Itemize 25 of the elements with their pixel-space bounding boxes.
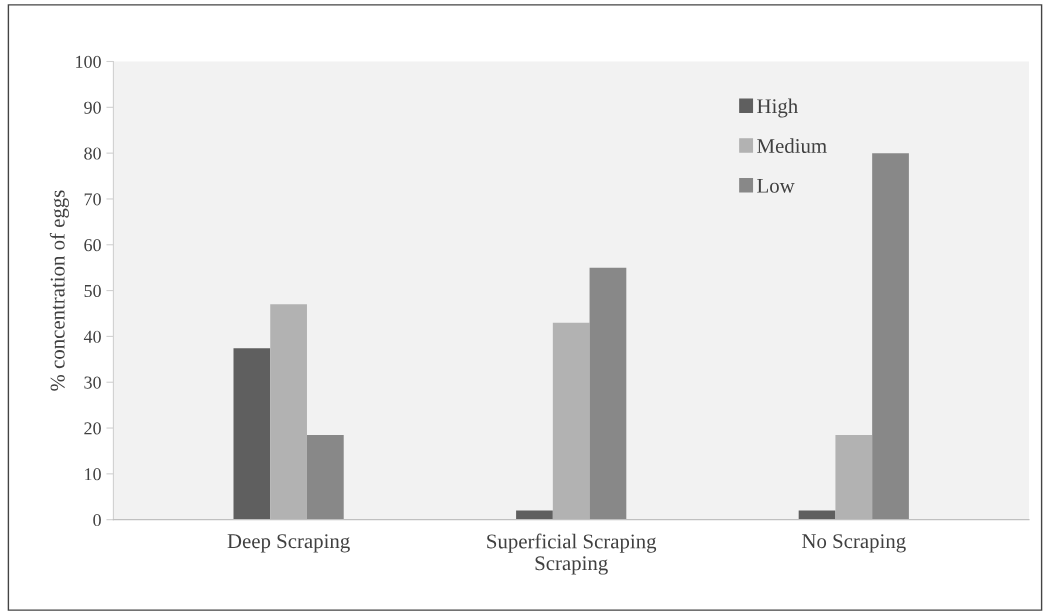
legend-label: Low <box>757 178 795 193</box>
bar <box>270 304 307 520</box>
bar <box>835 434 873 520</box>
y-axis-title: % concentration of eggs <box>49 190 69 391</box>
legend-label: High <box>757 98 798 118</box>
y-tick-label: 80 <box>84 147 101 160</box>
x-tick-label: Superficial Scraping Scraping <box>487 533 657 575</box>
x-tick-label: No Scraping <box>802 534 906 553</box>
y-tick-label: 30 <box>84 376 101 389</box>
bar <box>233 348 271 520</box>
x-tick-label: Deep Scraping <box>227 534 350 553</box>
bar <box>872 153 909 520</box>
y-tick-label: 100 <box>76 55 101 68</box>
y-tick-label: 60 <box>84 239 101 252</box>
y-tick-label: 90 <box>84 101 101 114</box>
bar <box>589 267 627 520</box>
y-tick-label: 0 <box>93 513 101 527</box>
bar <box>552 322 590 520</box>
y-tick-label: 50 <box>84 284 101 298</box>
y-tick-label: 40 <box>83 330 101 343</box>
y-tick-label: 20 <box>84 422 101 435</box>
y-tick-label: 10 <box>85 468 101 481</box>
bar <box>306 434 344 520</box>
y-tick-label: 70 <box>84 193 101 206</box>
legend-label: Medium <box>757 138 827 154</box>
